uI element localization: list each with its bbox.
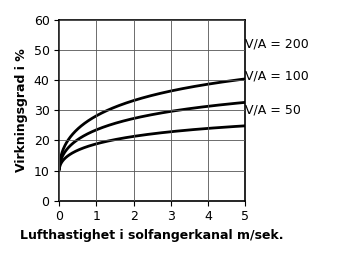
X-axis label: Lufthastighet i solfangerkanal m/sek.: Lufthastighet i solfangerkanal m/sek.: [20, 229, 284, 242]
Text: V/A = 200: V/A = 200: [245, 38, 309, 51]
Text: V/A = 50: V/A = 50: [245, 104, 301, 117]
Text: V/A = 100: V/A = 100: [245, 69, 309, 82]
Y-axis label: Virkningsgrad i %: Virkningsgrad i %: [15, 49, 28, 172]
